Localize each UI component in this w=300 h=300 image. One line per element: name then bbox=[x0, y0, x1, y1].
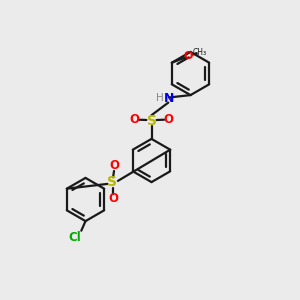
Text: O: O bbox=[109, 159, 119, 172]
Text: N: N bbox=[164, 92, 174, 106]
Text: O: O bbox=[164, 113, 174, 126]
Text: S: S bbox=[107, 176, 118, 189]
Text: O: O bbox=[108, 192, 118, 206]
Text: S: S bbox=[146, 114, 157, 128]
Text: O: O bbox=[184, 51, 193, 61]
Text: O: O bbox=[129, 113, 140, 126]
Text: Cl: Cl bbox=[68, 231, 81, 244]
Text: CH₃: CH₃ bbox=[193, 48, 207, 57]
Text: H: H bbox=[156, 93, 164, 103]
